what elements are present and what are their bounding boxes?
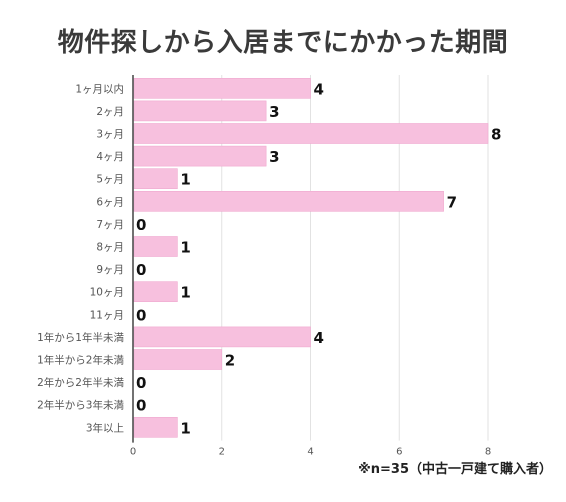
bar	[133, 236, 178, 257]
category-label: 2年半から3年未満	[37, 399, 124, 412]
bar	[133, 123, 489, 144]
value-label: 3	[269, 148, 279, 166]
value-label: 1	[180, 419, 190, 437]
value-label: 4	[314, 80, 324, 98]
bar	[133, 145, 267, 167]
category-label: 1年半から2年未満	[37, 354, 124, 367]
category-label: 5ヶ月	[96, 174, 124, 186]
category-label: 1ヶ月以内	[75, 82, 124, 95]
category-label: 11ヶ月	[90, 309, 124, 321]
category-label: 10ヶ月	[90, 287, 124, 299]
value-label: 3	[269, 103, 279, 121]
x-tick-label: 8	[485, 447, 491, 458]
category-label: 3ヶ月	[96, 129, 124, 141]
chart-title: 物件探しから入居までにかかった期間	[57, 28, 509, 58]
x-tick-label: 0	[130, 447, 136, 458]
category-label: 8ヶ月	[96, 242, 124, 254]
value-label: 7	[447, 193, 457, 211]
bar	[133, 168, 178, 189]
value-label: 1	[180, 239, 190, 257]
category-label: 1年から1年半未満	[37, 331, 124, 344]
bar	[133, 100, 267, 122]
bar	[133, 349, 223, 370]
value-label: 4	[314, 329, 324, 347]
x-tick-label: 6	[396, 447, 402, 458]
category-label: 2ヶ月	[96, 106, 124, 118]
x-tick-label: 4	[307, 447, 313, 458]
value-label: 0	[136, 306, 146, 324]
x-tick-label: 2	[219, 447, 225, 458]
bar	[133, 281, 178, 303]
value-label: 0	[136, 397, 146, 415]
category-label: 3年以上	[86, 421, 124, 434]
value-label: 1	[180, 171, 190, 189]
value-label: 1	[180, 284, 190, 302]
category-label: 9ヶ月	[96, 264, 124, 276]
value-label: 2	[225, 352, 235, 370]
category-label: 7ヶ月	[96, 219, 124, 231]
bar	[133, 416, 178, 438]
value-label: 0	[136, 261, 146, 279]
category-label: 6ヶ月	[96, 196, 124, 208]
value-label: 0	[136, 216, 146, 234]
bar	[133, 326, 311, 348]
category-label: 4ヶ月	[96, 151, 124, 163]
value-label: 0	[136, 374, 146, 392]
category-label: 2年から2年半未満	[37, 376, 124, 389]
value-label: 8	[491, 126, 501, 144]
bar	[133, 78, 311, 99]
bar	[133, 191, 444, 212]
sample-note: ※n=35（中古一戸建て購入者）	[358, 462, 552, 477]
